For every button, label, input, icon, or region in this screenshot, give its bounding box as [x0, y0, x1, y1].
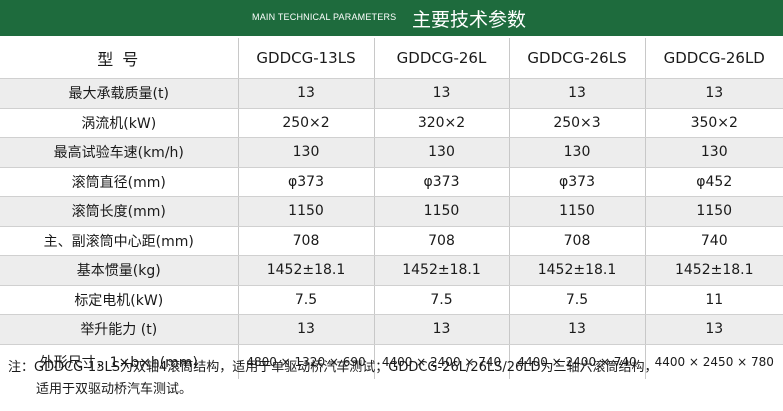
table-row: 滚筒长度(mm) 1150 1150 1150 1150: [0, 196, 783, 227]
cell-value: 1150: [374, 196, 510, 227]
cell-value: 4800 × 1320 × 690: [238, 344, 375, 379]
banner-title-en: MAIN TECHNICAL PARAMETERS: [252, 12, 397, 22]
table-row: 最高试验车速(km/h) 130 130 130 130: [0, 137, 783, 168]
cell-value: 11: [645, 285, 783, 315]
header-model-2: GDDCG-26L: [374, 38, 510, 79]
row-label: 最高试验车速(km/h): [0, 137, 239, 168]
cell-value: 350×2: [645, 108, 783, 138]
cell-value: 7.5: [238, 285, 375, 315]
cell-value: 130: [645, 137, 783, 168]
cell-value: 4400 × 2450 × 780: [654, 354, 774, 369]
row-label: 举升能力 (t): [0, 314, 239, 345]
cell-value: 130: [509, 137, 646, 168]
header-model-label: 型 号: [0, 38, 239, 79]
cell-value: 13: [374, 78, 510, 109]
cell-value: 708: [509, 226, 646, 256]
cell-value: 130: [374, 137, 510, 168]
cell-value: 1452±18.1: [645, 255, 783, 286]
table-row: 主、副滚筒中心距(mm) 708 708 708 740: [0, 226, 783, 256]
table-header-row: 型 号 GDDCG-13LS GDDCG-26L GDDCG-26LS GDDC…: [0, 38, 783, 79]
footnote-line-2: 适用于双驱动桥汽车测试。: [36, 382, 193, 397]
title-banner: MAIN TECHNICAL PARAMETERS 主要技术参数: [0, 0, 783, 36]
header-model-1: GDDCG-13LS: [238, 38, 375, 79]
cell-value: 4400 × 2400 × 740: [374, 344, 510, 379]
footnote-line-1: 注：GDDCG-13LS为双轴4滚筒结构，适用于单驱动桥汽车测试；GDDCG-2…: [8, 360, 658, 375]
cell-value: 250×2: [238, 108, 375, 138]
cell-value: 1150: [645, 196, 783, 227]
cell-value: 13: [238, 78, 375, 109]
row-label: 外形尺寸，1×b×h(mm): [0, 344, 239, 379]
cell-value: 708: [238, 226, 375, 256]
row-label: 滚筒直径(mm): [0, 167, 239, 197]
cell-value: 13: [645, 78, 783, 109]
cell-value: 1452±18.1: [509, 255, 646, 286]
cell-value: φ373: [238, 167, 375, 197]
table-row: 最大承载质量(t) 13 13 13 13: [0, 78, 783, 109]
cell-value: φ373: [374, 167, 510, 197]
cell-value: 250×3: [509, 108, 646, 138]
cell-value: 13: [645, 314, 783, 345]
footnote: 注：GDDCG-13LS为双轴4滚筒结构，适用于单驱动桥汽车测试；GDDCG-2…: [8, 357, 778, 401]
cell-value: 4400 × 2400 × 740: [509, 344, 646, 379]
row-label: 最大承载质量(t): [0, 78, 239, 109]
cell-value: 1452±18.1: [238, 255, 375, 286]
cell-value: 7.5: [374, 285, 510, 315]
row-label: 主、副滚筒中心距(mm): [0, 226, 239, 256]
header-model-4: GDDCG-26LD: [645, 38, 783, 79]
cell-value: 13: [374, 314, 510, 345]
cell-value: 13: [509, 314, 646, 345]
table-row: 标定电机(kW) 7.5 7.5 7.5 11: [0, 285, 783, 315]
table-row: 外形尺寸，1×b×h(mm) 4800 × 1320 × 690 4400 × …: [0, 344, 783, 379]
header-model-3: GDDCG-26LS: [509, 38, 646, 79]
cell-value: 708: [374, 226, 510, 256]
table-row: 涡流机(kW) 250×2 320×2 250×3 350×2: [0, 108, 783, 138]
table-row: 滚筒直径(mm) φ373 φ373 φ373 φ452: [0, 167, 783, 197]
row-label: 标定电机(kW): [0, 285, 239, 315]
cell-value: φ373: [509, 167, 646, 197]
row-label: 涡流机(kW): [0, 108, 239, 138]
banner-title-cn: 主要技术参数: [412, 9, 527, 31]
table-row: 基本惯量(kg) 1452±18.1 1452±18.1 1452±18.1 1…: [0, 255, 783, 286]
table-row: 举升能力 (t) 13 13 13 13: [0, 314, 783, 345]
cell-value: 1150: [238, 196, 375, 227]
row-label: 基本惯量(kg): [0, 255, 239, 286]
cell-value: 13: [509, 78, 646, 109]
cell-value: 1150: [509, 196, 646, 227]
cell-value: 1452±18.1: [374, 255, 510, 286]
cell-value: 7.5: [509, 285, 646, 315]
cell-value: φ452: [645, 167, 783, 197]
cell-value: 320×2: [374, 108, 510, 138]
cell-value: 13: [238, 314, 375, 345]
cell-value: 130: [238, 137, 375, 168]
row-label: 滚筒长度(mm): [0, 196, 239, 227]
spec-table: 型 号 GDDCG-13LS GDDCG-26L GDDCG-26LS GDDC…: [0, 38, 783, 379]
cell-value: 740: [645, 226, 783, 256]
